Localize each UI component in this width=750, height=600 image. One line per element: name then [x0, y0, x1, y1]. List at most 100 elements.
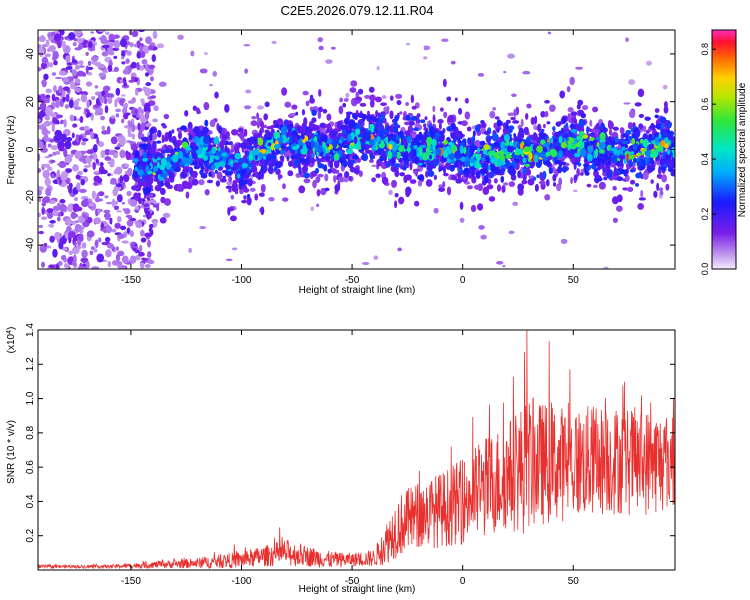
spectrogram-signal-blob	[561, 165, 568, 173]
spectrogram-signal-blob	[501, 185, 506, 193]
spectrogram-noise-blob	[68, 99, 74, 109]
spectrogram-signal-blob	[559, 90, 566, 99]
snr-y-tick-label: 1.4	[25, 323, 36, 337]
spectrogram-signal-blob	[326, 127, 330, 133]
spectrogram-signal-blob	[498, 160, 506, 166]
spectrogram-noise-blob	[45, 187, 52, 197]
spectrogram-noise-blob	[38, 186, 44, 191]
spectrogram-signal-blob	[434, 132, 441, 139]
spectrogram-noise-blob	[51, 124, 56, 132]
spectrogram-noise-blob	[77, 239, 82, 247]
spectrogram-signal-blob	[527, 179, 532, 183]
spectrogram-noise-blob	[107, 260, 111, 268]
spectrogram-noise-blob	[72, 190, 79, 195]
spectrogram-signal-blob	[607, 136, 613, 143]
spectrogram-signal-blob	[286, 155, 290, 160]
spectrogram-noise-speck	[97, 237, 102, 243]
spectrogram-signal-blob	[522, 173, 527, 181]
spectrogram-signal-blob	[549, 104, 556, 112]
spectrogram-signal-blob	[370, 125, 375, 130]
spectrogram-noise-speck	[381, 95, 387, 99]
spectrogram-signal-blob	[471, 169, 475, 178]
spectrogram-signal-blob	[247, 178, 253, 187]
spectrogram-signal-blob	[473, 184, 481, 190]
spectrogram-signal-blob	[573, 118, 578, 125]
spectrogram-signal-blob	[576, 168, 580, 177]
spectrogram-signal-blob	[403, 161, 408, 171]
spectrogram-noise-blob	[122, 77, 127, 84]
spectrogram-noise-blob	[121, 61, 126, 65]
spectrogram-signal-blob	[450, 142, 455, 147]
spectrogram-signal-blob	[305, 100, 310, 107]
spectrogram-signal-blob	[191, 178, 199, 186]
spectrogram-noise-speck	[55, 150, 61, 155]
spectrogram-signal-blob	[301, 157, 306, 164]
spectrogram-signal-blob	[459, 145, 464, 154]
spectrogram-noise-blob	[76, 70, 85, 77]
spectrogram-signal-blob	[491, 133, 499, 142]
spectrogram-signal-blob	[280, 145, 286, 150]
spectrogram-signal-blob	[339, 157, 345, 164]
spectrogram-signal-blob	[412, 127, 420, 132]
spectrogram-signal-blob	[460, 153, 467, 157]
spectrogram-noise-blob	[129, 230, 135, 237]
spectrogram-signal-blob	[469, 144, 476, 153]
spectrogram-signal-blob	[659, 187, 664, 192]
spectrogram-noise-blob	[138, 251, 145, 257]
spectrogram-signal-blob	[435, 148, 442, 156]
spectrogram-signal-blob	[394, 169, 400, 178]
spectrogram-noise-blob	[83, 111, 87, 115]
spectrogram-signal-blob	[143, 186, 152, 195]
spectrogram-signal-blob	[366, 114, 371, 122]
spectrogram-noise-blob	[121, 104, 129, 108]
spectrogram-noise-blob	[149, 199, 157, 204]
spectrogram-signal-blob	[143, 203, 150, 208]
spectrogram-noise-blob	[90, 130, 94, 140]
spectrogram-signal-blob	[156, 129, 162, 138]
spectrogram-signal-blob	[598, 149, 605, 154]
spectrogram-noise-blob	[125, 151, 132, 161]
spectrogram-signal-blob	[225, 164, 232, 170]
colorbar-tick-label: 0.4	[700, 153, 710, 166]
spectrogram-signal-blob	[621, 140, 629, 145]
spectrogram-noise-blob	[38, 230, 44, 235]
spectrogram-noise-blob	[46, 166, 53, 171]
spectrogram-signal-blob	[342, 102, 347, 108]
spectrogram-signal-blob	[614, 136, 619, 144]
spectrogram-signal-blob	[324, 187, 330, 192]
spectrogram-signal-blob	[203, 136, 210, 144]
spectrogram-signal-blob	[344, 133, 349, 141]
spectrogram-signal-blob	[333, 175, 337, 183]
spectrogram-signal-blob	[143, 194, 147, 199]
spectrogram-noise-blob	[150, 95, 156, 99]
spectrogram-signal-blob	[396, 100, 402, 106]
spectrogram-signal-blob	[634, 102, 642, 107]
spectrogram-noise-blob	[144, 72, 149, 77]
spectrogram-signal-blob	[341, 129, 347, 135]
spectrogram-signal-blob	[152, 165, 159, 174]
spectrogram-signal-blob	[413, 170, 418, 175]
spectrogram-signal-blob	[159, 164, 166, 171]
spectrogram-signal-blob	[243, 195, 247, 200]
spectrogram-noise-blob	[40, 93, 46, 101]
spectrogram-noise-blob	[94, 239, 99, 249]
spectrogram-signal-blob	[209, 119, 216, 128]
spectrogram-noise-blob	[49, 235, 55, 243]
spectrogram-noise-blob	[69, 114, 75, 122]
spectrogram-signal-blob	[486, 137, 491, 143]
spectrogram-signal-blob	[185, 191, 190, 199]
spectrogram-signal-blob	[254, 134, 262, 138]
spectrogram-signal-blob	[171, 154, 179, 163]
spectrogram-signal-blob	[166, 156, 173, 162]
spectrogram-signal-blob	[252, 173, 256, 177]
spectrogram-noise-blob	[144, 263, 151, 268]
spectrogram-signal-blob	[494, 169, 502, 174]
spectrogram-noise-blob	[81, 266, 87, 269]
spectrogram-signal-blob	[281, 87, 288, 96]
spectrogram-signal-blob	[270, 153, 277, 161]
spectrogram-signal-blob	[205, 152, 211, 157]
spectrogram-signal-blob	[534, 183, 539, 192]
spectrogram-noise-blob	[62, 77, 69, 83]
spectrogram-noise-blob	[110, 41, 115, 46]
